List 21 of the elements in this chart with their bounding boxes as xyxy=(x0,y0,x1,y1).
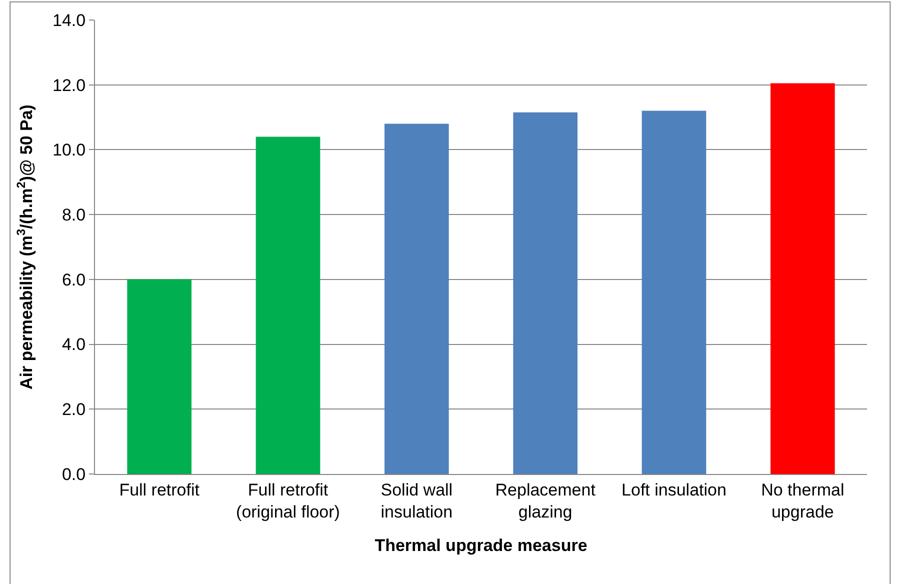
bar xyxy=(127,279,192,474)
y-tick-label: 8.0 xyxy=(62,206,86,225)
y-tick-label: 14.0 xyxy=(52,10,86,30)
y-tick-label: 2.0 xyxy=(62,400,86,420)
x-tick-label: Loft insulation xyxy=(622,480,726,500)
y-tick-label: 12.0 xyxy=(52,76,86,95)
bar xyxy=(642,110,706,474)
bar xyxy=(256,136,320,474)
y-tick-label: 4.0 xyxy=(62,335,86,354)
x-tick-label: Replacement glazing xyxy=(495,480,596,522)
y-tick-label: 6.0 xyxy=(62,270,86,290)
bar xyxy=(513,112,578,474)
y-tick-label: 10.0 xyxy=(52,140,86,160)
x-tick-label: Solid wall insulation xyxy=(380,480,453,522)
bar xyxy=(384,124,449,474)
x-axis-title: Thermal upgrade measure xyxy=(374,536,588,555)
x-tick-label: Full retrofit (original floor) xyxy=(236,480,340,522)
y-tick-label: 0.0 xyxy=(62,464,86,484)
x-tick-label: No thermal upgrade xyxy=(761,480,844,522)
bar xyxy=(770,83,835,474)
x-tick-label: Full retrofit xyxy=(119,480,200,500)
